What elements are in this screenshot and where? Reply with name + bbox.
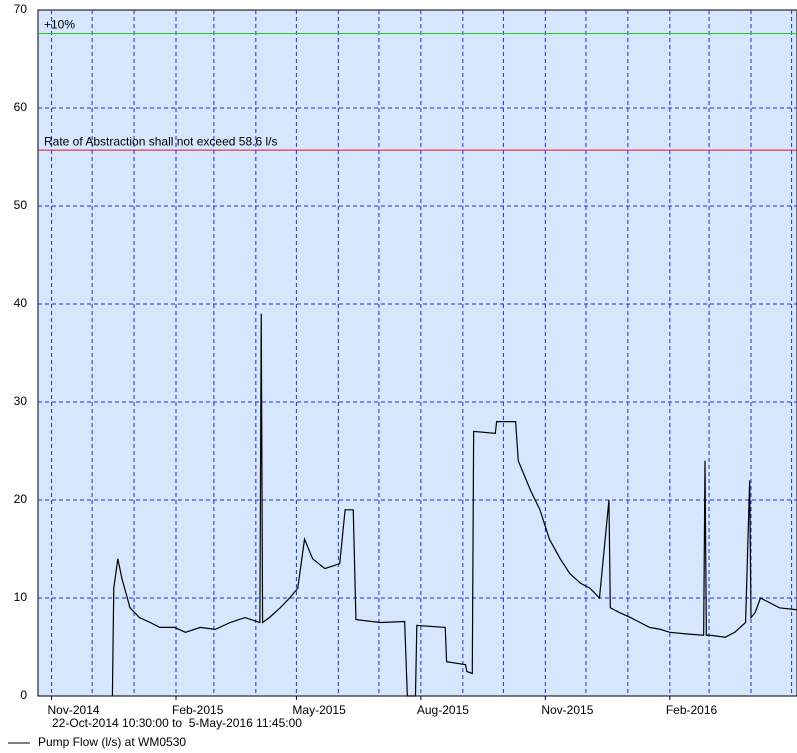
- subtitle: 22-Oct-2014 10:30:00 to 5-May-2016 11:45…: [52, 716, 302, 730]
- reference-label: +10%: [44, 18, 75, 32]
- y-tick-label: 30: [14, 394, 28, 408]
- y-tick-label: 0: [20, 688, 27, 702]
- y-tick-label: 20: [14, 492, 28, 506]
- y-tick-label: 40: [14, 296, 28, 310]
- x-tick-label: Feb-2015: [172, 703, 224, 717]
- data-line: [111, 313, 797, 697]
- y-tick-label: 10: [14, 590, 28, 604]
- legend-label: Pump Flow (l/s) at WM0530: [38, 735, 186, 749]
- x-tick-label: Aug-2015: [417, 703, 469, 717]
- plot-area: [37, 9, 797, 697]
- x-tick-label: Feb-2016: [666, 703, 718, 717]
- reference-label: Rate of Abstraction shall not exceed 58.…: [44, 134, 277, 148]
- y-tick-label: 70: [14, 2, 28, 16]
- x-tick-label: May-2015: [292, 703, 346, 717]
- y-tick-label: 60: [14, 100, 28, 114]
- x-tick-label: Nov-2014: [48, 703, 100, 717]
- y-tick-label: 50: [14, 198, 28, 212]
- x-tick-label: Nov-2015: [541, 703, 593, 717]
